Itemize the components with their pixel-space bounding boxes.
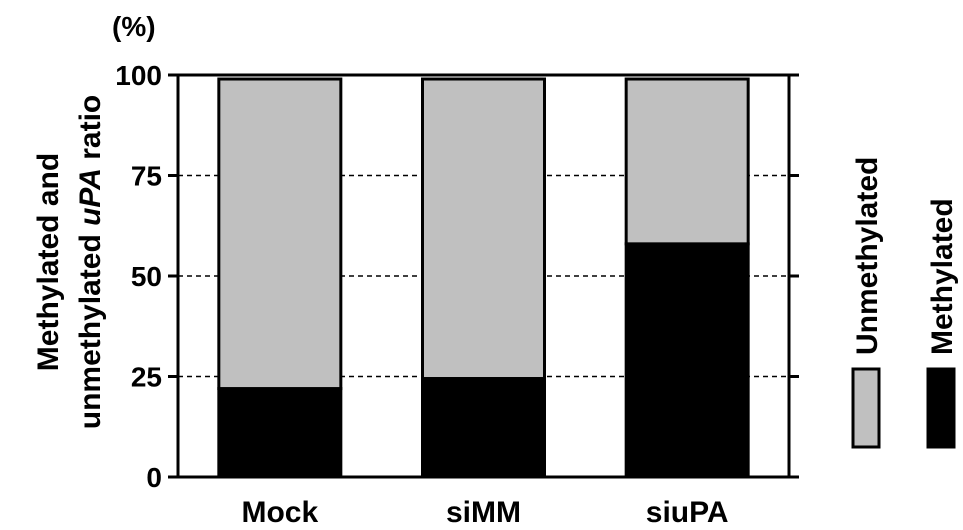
y-tick-label-100: 100 bbox=[115, 60, 162, 91]
legend-label-methylated: Methylated bbox=[926, 198, 959, 355]
y-tick-label-75: 75 bbox=[131, 161, 162, 192]
y-axis-title-part-a: unmethylated bbox=[74, 226, 107, 429]
y-ticks: 0 25 50 75 100 bbox=[115, 60, 799, 493]
legend-label-unmethylated: Unmethylated bbox=[851, 157, 884, 355]
y-tick-label-50: 50 bbox=[131, 261, 162, 292]
bar-simm-unmethylated bbox=[421, 77, 546, 381]
y-axis-title-part-b: uPA bbox=[74, 168, 107, 226]
y-axis-title: Methylated and bbox=[32, 153, 65, 371]
bar-mock-unmethylated bbox=[217, 77, 343, 391]
x-tick-label-mock: Mock bbox=[241, 496, 318, 529]
bar-siupa-methylated bbox=[624, 242, 750, 479]
legend: Unmethylated Methylated bbox=[851, 157, 959, 449]
bar-simm-methylated bbox=[421, 377, 546, 479]
bar-mock-methylated bbox=[217, 387, 343, 479]
y-tick-label-25: 25 bbox=[131, 362, 162, 393]
unit-label: (%) bbox=[112, 11, 156, 42]
legend-swatch-unmethylated bbox=[851, 367, 881, 449]
x-tick-labels: Mock siMM siuPA bbox=[241, 496, 728, 529]
bar-siupa-unmethylated bbox=[624, 77, 750, 246]
legend-swatch-methylated bbox=[926, 367, 956, 449]
x-tick-label-siupa: siuPA bbox=[646, 496, 729, 529]
y-axis-title-part-c: ratio bbox=[74, 95, 107, 168]
y-axis-title-line2: unmethylated uPA ratio bbox=[74, 95, 107, 430]
bars bbox=[217, 77, 750, 479]
y-tick-label-0: 0 bbox=[146, 462, 162, 493]
x-tick-label-simm: siMM bbox=[446, 496, 521, 529]
